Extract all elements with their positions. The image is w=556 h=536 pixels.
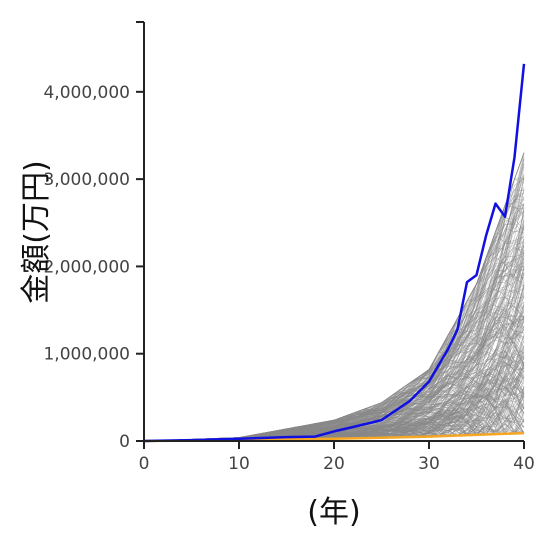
x-tick-label: 30 <box>418 454 440 474</box>
simulation-path <box>143 244 525 442</box>
y-axis-title: 金額(万円) <box>19 160 54 303</box>
x-tick-label: 0 <box>139 454 150 474</box>
ticks: 0 10 20 30 40 0 1,000,000 2,000,000 3,000,000 4,0… <box>43 83 534 474</box>
simulation-path <box>143 214 525 442</box>
y-tick-label: 2,000,000 <box>43 257 130 277</box>
y-tick-label: 4,000,000 <box>43 83 130 103</box>
y-tick-label: 1,000,000 <box>43 345 130 365</box>
max-path-line <box>143 63 526 443</box>
simulation-paths <box>143 152 525 442</box>
x-tick-label: 10 <box>228 454 250 474</box>
simulation-path <box>143 214 525 442</box>
y-tick-label: 0 <box>119 432 130 452</box>
x-axis-title: (年) <box>307 495 360 530</box>
x-tick-label: 20 <box>323 454 345 474</box>
y-tick-label: 3,000,000 <box>43 170 130 190</box>
x-tick-label: 40 <box>513 454 535 474</box>
